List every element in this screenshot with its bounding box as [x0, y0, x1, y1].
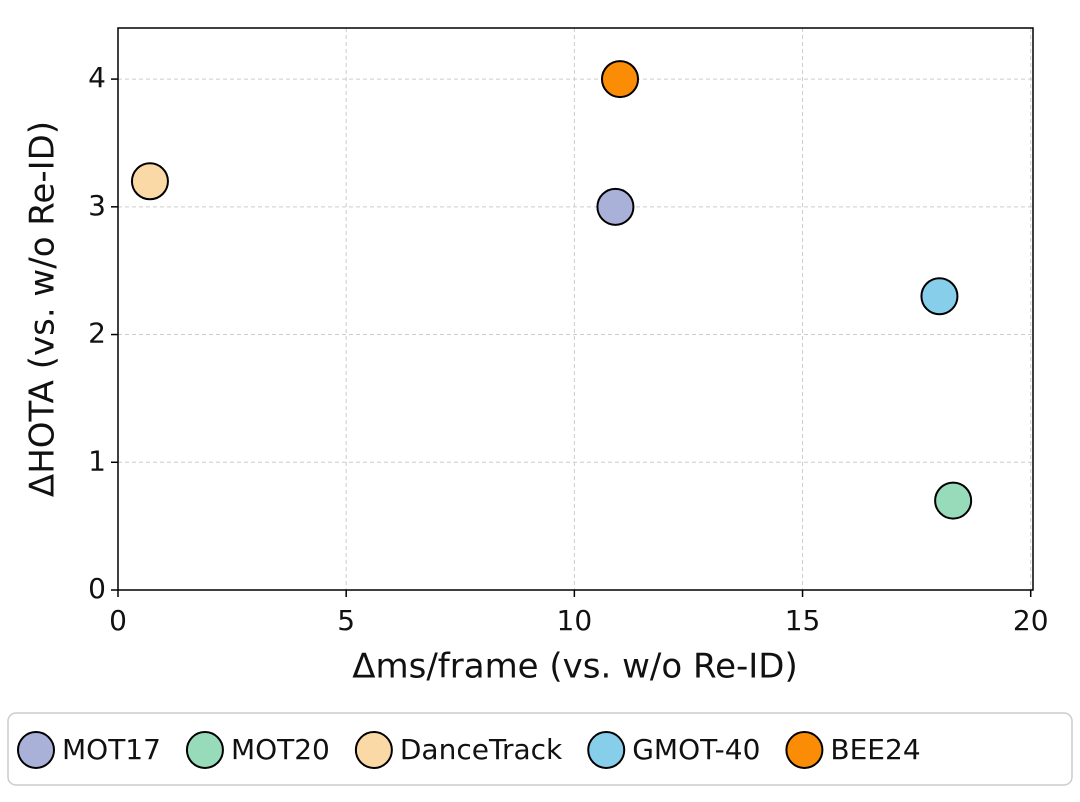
point [600, 60, 639, 99]
y-axis-label: ΔHOTA (vs. w/o Re-ID) [23, 121, 63, 497]
y-tick-label: 4 [88, 61, 106, 94]
legend-label: MOT17 [62, 733, 161, 766]
y-tick-label: 3 [88, 189, 106, 222]
x-axis-label: Δms/frame (vs. w/o Re-ID) [352, 647, 798, 687]
point [130, 162, 169, 201]
legend-label: GMOT-40 [632, 733, 760, 766]
y-tick-label: 1 [88, 444, 106, 477]
x-tick-label: 5 [337, 604, 355, 637]
x-tick-label: 20 [1013, 604, 1049, 637]
legend-label: MOT20 [231, 733, 330, 766]
point [934, 481, 973, 520]
legend-label: BEE24 [830, 733, 920, 766]
legend-label: DanceTrack [400, 733, 563, 766]
x-tick-label: 0 [109, 604, 127, 637]
x-tick-label: 10 [557, 604, 593, 637]
legend-marker [17, 731, 55, 769]
y-tick-label: 2 [88, 317, 106, 350]
plot-frame [117, 27, 1034, 591]
legend-marker [587, 731, 626, 769]
point [920, 277, 959, 316]
x-tick-label: 15 [785, 604, 821, 637]
y-tick-label: 0 [88, 572, 106, 605]
legend-marker [354, 731, 393, 769]
legend-marker [185, 731, 224, 769]
point [596, 187, 635, 226]
legend-marker [785, 731, 824, 769]
